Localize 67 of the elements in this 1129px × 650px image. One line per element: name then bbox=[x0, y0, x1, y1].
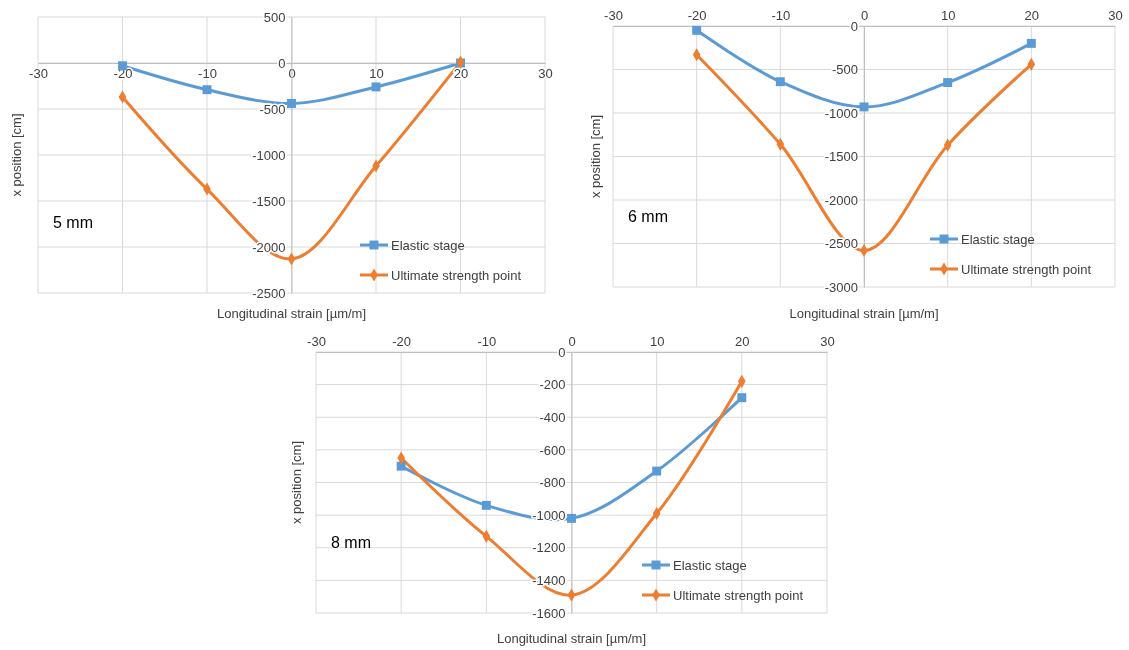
point bbox=[481, 500, 491, 510]
y-tick-label: -600 bbox=[539, 442, 566, 458]
x-tick-label: -30 bbox=[29, 66, 48, 82]
x-tick-label: 20 bbox=[1024, 8, 1040, 23]
y-tick-label: 0 bbox=[850, 18, 858, 34]
x-tick-label: 10 bbox=[369, 66, 384, 82]
y-tick-label: -1500 bbox=[824, 149, 858, 165]
x-tick-label: -10 bbox=[477, 334, 497, 349]
point bbox=[692, 25, 702, 35]
point bbox=[737, 393, 747, 403]
y-tick-label: -800 bbox=[539, 475, 566, 491]
y-tick-label: -2500 bbox=[252, 285, 286, 301]
y-axis-title: x position [cm] bbox=[289, 440, 305, 525]
point bbox=[202, 85, 212, 95]
y-tick-label: -500 bbox=[259, 101, 286, 117]
annotation: 8 mm bbox=[331, 534, 371, 551]
point bbox=[652, 466, 662, 476]
x-axis-title: Longitudinal strain [µm/m] bbox=[789, 306, 939, 321]
point bbox=[859, 102, 869, 112]
y-tick-label: -1000 bbox=[252, 147, 286, 163]
x-tick-label: 10 bbox=[649, 334, 665, 349]
y-tick-label: -200 bbox=[539, 377, 566, 393]
x-tick-label: -20 bbox=[687, 8, 707, 23]
point bbox=[396, 461, 406, 471]
annotation: 5 mm bbox=[53, 214, 93, 231]
legend-label: Ultimate strength point bbox=[391, 267, 522, 283]
point bbox=[775, 77, 785, 87]
point bbox=[1026, 38, 1036, 48]
y-tick-label: 500 bbox=[263, 9, 286, 25]
point bbox=[287, 99, 296, 108]
x-tick-label: 30 bbox=[538, 66, 553, 82]
x-tick-label: -30 bbox=[307, 334, 326, 349]
y-tick-label: -1200 bbox=[532, 540, 566, 556]
y-axis-title: x position [cm] bbox=[588, 114, 604, 199]
y-tick-label: -1500 bbox=[252, 193, 286, 209]
x-tick-label: 10 bbox=[940, 8, 956, 23]
x-tick-label: 20 bbox=[735, 334, 750, 349]
x-axis-title: Longitudinal strain [µm/m] bbox=[496, 631, 647, 646]
y-tick-label: -400 bbox=[539, 409, 566, 425]
x-axis-title: Longitudinal strain [µm/m] bbox=[216, 306, 367, 321]
x-tick-label: -20 bbox=[392, 334, 412, 349]
x-tick-label: 30 bbox=[820, 334, 835, 349]
y-tick-label: -3000 bbox=[824, 279, 858, 295]
point bbox=[371, 82, 381, 92]
x-tick-label: 0 bbox=[860, 8, 869, 23]
x-tick-label: 0 bbox=[568, 334, 576, 349]
x-tick-label: 0 bbox=[288, 66, 296, 82]
y-tick-label: -1600 bbox=[532, 605, 566, 621]
legend-label: Elastic stage bbox=[961, 231, 1035, 247]
legend-label: Elastic stage bbox=[673, 557, 747, 573]
point bbox=[567, 513, 576, 523]
x-tick-label: -10 bbox=[198, 66, 217, 82]
annotation: 6 mm bbox=[628, 208, 668, 225]
x-tick-label: 20 bbox=[453, 66, 469, 82]
y-tick-label: -2000 bbox=[824, 192, 858, 208]
y-tick-label: 0 bbox=[558, 344, 566, 360]
legend-label: Ultimate strength point bbox=[961, 261, 1092, 277]
y-tick-label: 0 bbox=[278, 55, 286, 71]
legend-label: Ultimate strength point bbox=[673, 587, 804, 603]
y-tick-label: -1000 bbox=[824, 105, 858, 121]
y-axis-title: x position [cm] bbox=[9, 113, 25, 197]
x-tick-label: -30 bbox=[604, 8, 623, 23]
x-tick-label: 30 bbox=[1108, 8, 1123, 23]
x-tick-label: -10 bbox=[771, 8, 791, 23]
point bbox=[943, 78, 953, 88]
y-tick-label: -500 bbox=[831, 62, 858, 78]
legend-label: Elastic stage bbox=[391, 237, 465, 253]
